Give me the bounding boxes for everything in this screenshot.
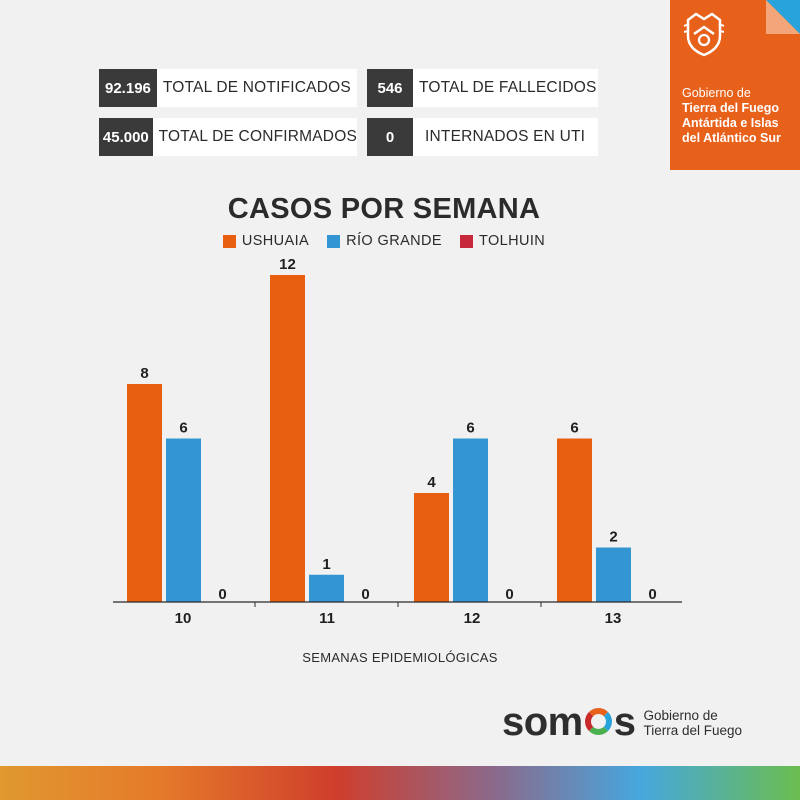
- data-label: 0: [218, 586, 226, 603]
- x-axis-title: SEMANAS EPIDEMIOLÓGICAS: [302, 650, 498, 665]
- x-tick-label: 12: [464, 610, 481, 627]
- data-label: 6: [179, 420, 187, 437]
- somos-subtitle: Gobierno de Tierra del Fuego: [644, 708, 743, 738]
- government-line: Tierra del Fuego: [682, 101, 780, 115]
- data-label: 6: [466, 420, 474, 437]
- stat-icu: 0 INTERNADOS EN UTI: [367, 118, 598, 156]
- bar: [309, 574, 344, 602]
- x-tick-label: 10: [175, 610, 192, 627]
- bar: [557, 438, 592, 602]
- data-label: 8: [140, 365, 148, 382]
- data-label: 2: [609, 529, 617, 546]
- government-line: Antártida e Islas: [682, 116, 779, 130]
- somos-text: som s: [502, 700, 636, 744]
- stat-label: TOTAL DE NOTIFICADOS: [162, 79, 351, 96]
- government-line: Gobierno de: [682, 86, 751, 100]
- bar: [453, 438, 488, 602]
- stat-value: 0: [367, 118, 413, 156]
- bar: [270, 275, 305, 602]
- legend-label: USHUAIA: [241, 233, 310, 249]
- stat-value: 45.000: [99, 118, 153, 156]
- bar: [414, 493, 449, 602]
- stat-total-confirmed: 45.000 TOTAL DE CONFIRMADOS: [99, 118, 357, 156]
- legend-label: TOLHUIN: [478, 233, 546, 249]
- stat-label: TOTAL DE CONFIRMADOS: [158, 128, 357, 145]
- government-badge: Gobierno de Tierra del Fuego Antártida e…: [670, 0, 800, 170]
- stat-label: INTERNADOS EN UTI: [425, 128, 586, 145]
- stat-value: 92.196: [99, 69, 157, 107]
- stat-total-notified: 92.196 TOTAL DE NOTIFICADOS: [99, 69, 357, 107]
- data-label: 4: [427, 474, 436, 491]
- chart-legend: USHUAIA RÍO GRANDE TOLHUIN: [0, 233, 768, 249]
- bar: [596, 547, 631, 602]
- page-fold-accent: [766, 0, 800, 34]
- legend-swatch: [327, 234, 341, 248]
- somos-wordmark: som s: [502, 700, 636, 745]
- provincial-coat-of-arms-icon: [683, 12, 725, 57]
- somos-ring-icon: [584, 708, 612, 735]
- data-label: 0: [648, 586, 656, 603]
- bar: [166, 438, 201, 602]
- brand-gradient-bar: [0, 766, 800, 800]
- stat-label: TOTAL DE FALLECIDOS: [419, 79, 597, 96]
- data-label: 1: [322, 556, 330, 573]
- somos-subtitle-line: Gobierno de: [643, 707, 718, 723]
- data-label: 0: [505, 586, 513, 603]
- x-tick-label: 11: [319, 610, 335, 627]
- legend-swatch: [459, 234, 473, 248]
- data-label: 0: [361, 586, 369, 603]
- government-line: del Atlántico Sur: [682, 131, 781, 145]
- data-label: 12: [279, 256, 296, 273]
- government-name: Gobierno de Tierra del Fuego Antártida e…: [682, 86, 800, 146]
- stat-total-deaths: 546 TOTAL DE FALLECIDOS: [367, 69, 598, 107]
- data-label: 6: [570, 420, 578, 437]
- stat-value: 546: [367, 69, 413, 107]
- chart-title: CASOS POR SEMANA: [227, 193, 541, 225]
- legend-item: TOLHUIN: [459, 233, 546, 249]
- somos-logo: som s Gobierno de Tierra del Fuego: [502, 700, 742, 745]
- legend-swatch: [222, 234, 236, 248]
- legend-item: RÍO GRANDE: [327, 233, 442, 249]
- somos-subtitle-line: Tierra del Fuego: [643, 722, 743, 738]
- bar: [127, 384, 162, 602]
- x-tick-label: 13: [605, 610, 622, 627]
- legend-label: RÍO GRANDE: [346, 233, 442, 249]
- legend-item: USHUAIA: [222, 233, 310, 249]
